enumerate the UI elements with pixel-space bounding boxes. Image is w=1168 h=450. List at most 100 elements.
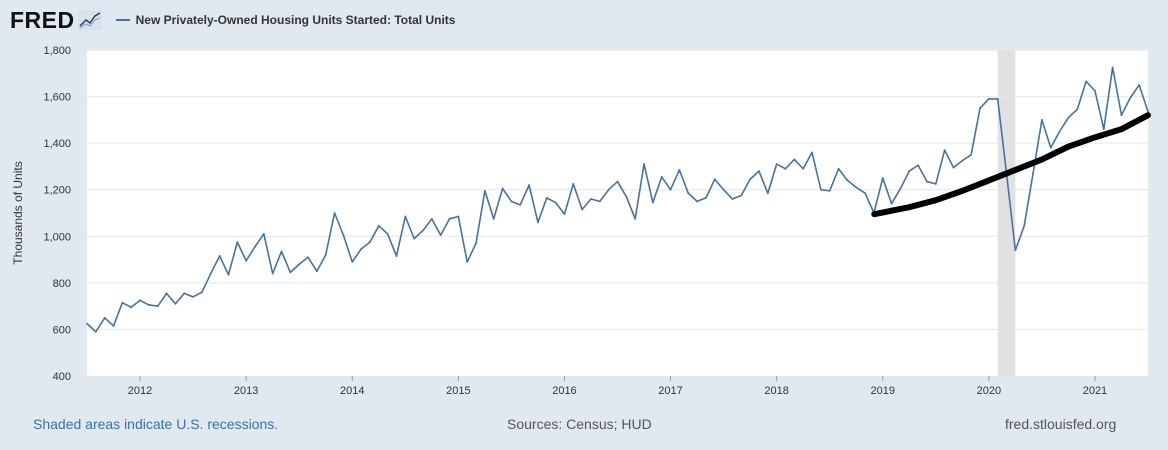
fred-logo[interactable]: FRED (10, 6, 75, 33)
data-point[interactable] (174, 302, 177, 305)
data-point[interactable] (793, 158, 796, 161)
data-point[interactable] (1129, 96, 1132, 99)
data-point[interactable] (996, 98, 999, 100)
data-point[interactable] (802, 167, 805, 170)
data-point[interactable] (864, 192, 866, 195)
data-point[interactable] (1102, 128, 1105, 131)
recession-note-link[interactable]: Shaded areas indicate U.S. recessions. (33, 416, 279, 432)
data-point[interactable] (987, 98, 990, 100)
data-point[interactable] (651, 201, 654, 204)
data-point[interactable] (855, 186, 858, 189)
data-point[interactable] (846, 179, 849, 182)
data-point[interactable] (598, 200, 601, 203)
data-point[interactable] (899, 187, 902, 190)
legend[interactable]: New Privately-Owned Housing Units Starte… (115, 13, 455, 27)
data-point[interactable] (696, 200, 698, 203)
data-point[interactable] (103, 316, 106, 319)
data-point[interactable] (519, 203, 522, 206)
data-point[interactable] (819, 188, 822, 191)
data-point[interactable] (563, 213, 566, 216)
data-point[interactable] (1049, 146, 1052, 149)
data-point[interactable] (466, 261, 469, 263)
data-point[interactable] (713, 178, 716, 181)
data-point[interactable] (501, 187, 504, 190)
data-point[interactable] (298, 263, 301, 266)
data-point[interactable] (227, 273, 230, 276)
data-point[interactable] (926, 180, 928, 183)
data-point[interactable] (1067, 116, 1070, 119)
data-point[interactable] (130, 306, 133, 309)
data-point[interactable] (1111, 66, 1114, 69)
data-point[interactable] (731, 198, 734, 200)
data-point[interactable] (218, 255, 221, 257)
data-point[interactable] (1032, 172, 1034, 175)
data-point[interactable] (890, 202, 893, 205)
data-point[interactable] (1094, 89, 1096, 92)
data-point[interactable] (315, 270, 318, 273)
site-url[interactable]: fred.stlouisfed.org (1005, 416, 1117, 432)
data-point[interactable] (943, 149, 946, 152)
data-point[interactable] (475, 242, 477, 245)
data-point[interactable] (262, 233, 265, 235)
data-point[interactable] (837, 167, 840, 170)
data-point[interactable] (581, 208, 584, 211)
data-point[interactable] (430, 217, 433, 220)
data-point[interactable] (271, 272, 274, 275)
data-point[interactable] (351, 261, 354, 263)
data-point[interactable] (722, 188, 725, 191)
data-point[interactable] (625, 195, 628, 198)
data-point[interactable] (307, 256, 309, 259)
data-point[interactable] (758, 170, 760, 172)
data-point[interactable] (979, 107, 981, 110)
data-point[interactable] (112, 325, 115, 327)
data-point[interactable] (908, 170, 911, 172)
data-point[interactable] (1147, 110, 1149, 113)
data-point[interactable] (377, 224, 380, 227)
data-point[interactable] (828, 189, 831, 192)
data-point[interactable] (554, 201, 557, 204)
data-point[interactable] (1085, 80, 1088, 83)
data-point[interactable] (687, 192, 690, 195)
data-point[interactable] (395, 255, 398, 257)
data-point[interactable] (1076, 108, 1079, 111)
data-point[interactable] (457, 215, 460, 218)
data-point[interactable] (360, 248, 362, 250)
data-point[interactable] (660, 176, 663, 178)
data-point[interactable] (970, 153, 973, 156)
data-point[interactable] (94, 330, 97, 333)
data-point[interactable] (811, 151, 813, 154)
data-point[interactable] (1138, 84, 1141, 86)
data-point[interactable] (669, 188, 672, 191)
data-point[interactable] (289, 271, 292, 274)
data-point[interactable] (324, 254, 327, 256)
data-point[interactable] (192, 295, 195, 298)
data-point[interactable] (342, 234, 345, 237)
data-point[interactable] (881, 177, 884, 179)
data-point[interactable] (147, 304, 150, 306)
data-point[interactable] (209, 272, 212, 275)
data-point[interactable] (766, 192, 769, 195)
data-point[interactable] (784, 167, 787, 170)
data-point[interactable] (1120, 114, 1123, 117)
data-point[interactable] (643, 163, 645, 166)
data-point[interactable] (413, 237, 416, 240)
data-point[interactable] (545, 196, 548, 199)
data-point[interactable] (1014, 249, 1017, 252)
data-point[interactable] (121, 301, 124, 304)
data-point[interactable] (616, 180, 619, 183)
data-point[interactable] (86, 322, 88, 325)
data-point[interactable] (1023, 224, 1026, 227)
data-point[interactable] (961, 159, 964, 162)
data-point[interactable] (422, 229, 424, 232)
data-point[interactable] (404, 215, 407, 218)
data-point[interactable] (201, 291, 203, 294)
data-point[interactable] (386, 233, 389, 235)
data-point[interactable] (439, 234, 442, 237)
data-point[interactable] (572, 182, 575, 185)
data-point[interactable] (607, 188, 610, 191)
data-point[interactable] (483, 189, 486, 192)
data-point[interactable] (236, 241, 239, 244)
data-point[interactable] (678, 169, 681, 171)
data-point[interactable] (634, 217, 637, 220)
data-point[interactable] (156, 305, 159, 308)
